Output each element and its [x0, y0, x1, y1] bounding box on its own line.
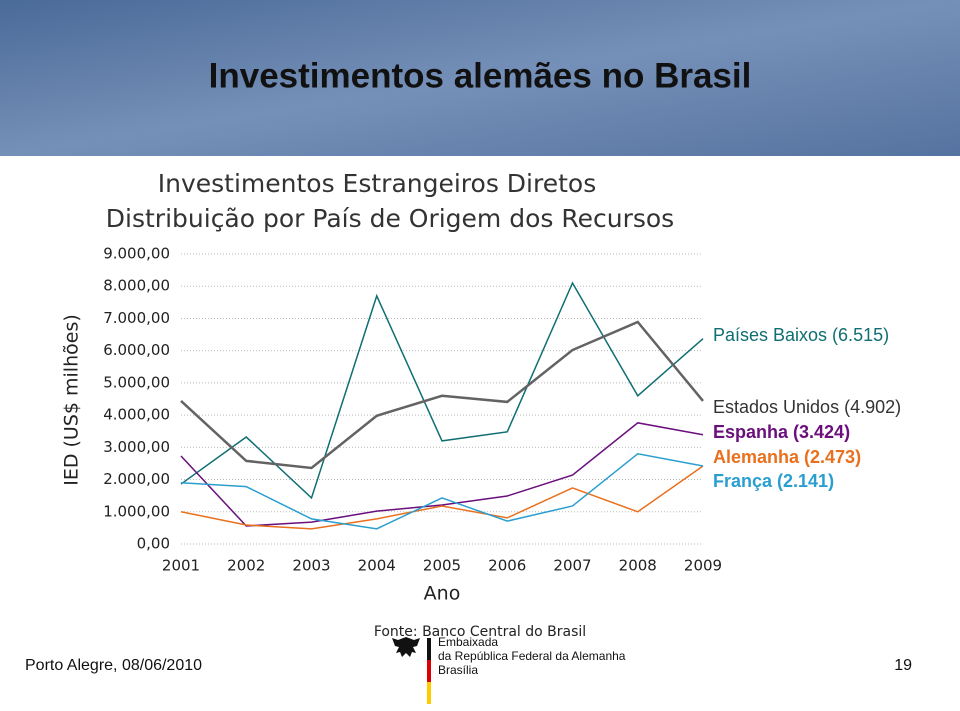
- source-note: Fonte: Banco Central do Brasil: [374, 624, 586, 640]
- x-tick-label: 2003: [292, 557, 330, 575]
- flag-stripe: [427, 660, 431, 682]
- series-line: [180, 422, 704, 527]
- x-tick-label: 2008: [619, 557, 657, 575]
- chart-title: Investimentos Estrangeiros Diretos: [158, 169, 597, 198]
- x-axis-label: Ano: [424, 583, 461, 605]
- y-tick-label: 8.000,00: [103, 277, 170, 295]
- y-tick-label: 5.000,00: [103, 373, 170, 391]
- header-band: [0, 0, 960, 156]
- x-tick-label: 2005: [423, 557, 461, 575]
- x-tick-label: 2001: [162, 557, 200, 575]
- chart-title: Distribuição por País de Origem dos Recu…: [106, 204, 674, 233]
- legend-label: Estados Unidos (4.902): [713, 397, 901, 417]
- page-number: 19: [894, 657, 912, 674]
- series-line: [180, 452, 704, 530]
- x-tick-label: 2007: [553, 557, 591, 575]
- logo-text: da República Federal da Alemanha: [438, 649, 626, 663]
- eagle-icon: [392, 637, 420, 657]
- x-tick-label: 2009: [684, 557, 722, 575]
- legend-label: França (2.141): [713, 471, 834, 491]
- y-tick-label: 9.000,00: [103, 245, 170, 263]
- legend-label: Espanha (3.424): [713, 422, 850, 442]
- x-tick-label: 2006: [488, 557, 526, 575]
- series-line: [180, 320, 704, 470]
- series-line: [180, 465, 704, 530]
- logo-text: Embaixada: [438, 635, 498, 649]
- y-tick-label: 1.000,00: [103, 502, 170, 520]
- flag-stripe: [427, 638, 431, 660]
- logo: Embaixada da República Federal da Aleman…: [392, 635, 626, 704]
- flag-stripe: [427, 682, 431, 704]
- series-line: [180, 281, 704, 500]
- logo-text: Brasília: [438, 663, 478, 677]
- y-tick-label: 2.000,00: [103, 470, 170, 488]
- x-tick-label: 2002: [227, 557, 265, 575]
- x-tick-label: 2004: [358, 557, 396, 575]
- y-tick-label: 7.000,00: [103, 309, 170, 327]
- footer-text: Porto Alegre, 08/06/2010: [25, 657, 202, 674]
- y-tick-label: 0,00: [137, 535, 170, 553]
- y-tick-label: 6.000,00: [103, 341, 170, 359]
- slide-title: Investimentos alemães no Brasil: [209, 56, 752, 95]
- y-tick-label: 3.000,00: [103, 438, 170, 456]
- legend-label: Países Baixos (6.515): [713, 325, 889, 345]
- legend-label: Alemanha (2.473): [713, 447, 861, 467]
- y-tick-label: 4.000,00: [103, 406, 170, 424]
- y-axis-label: IED (US$ milhões): [61, 314, 83, 486]
